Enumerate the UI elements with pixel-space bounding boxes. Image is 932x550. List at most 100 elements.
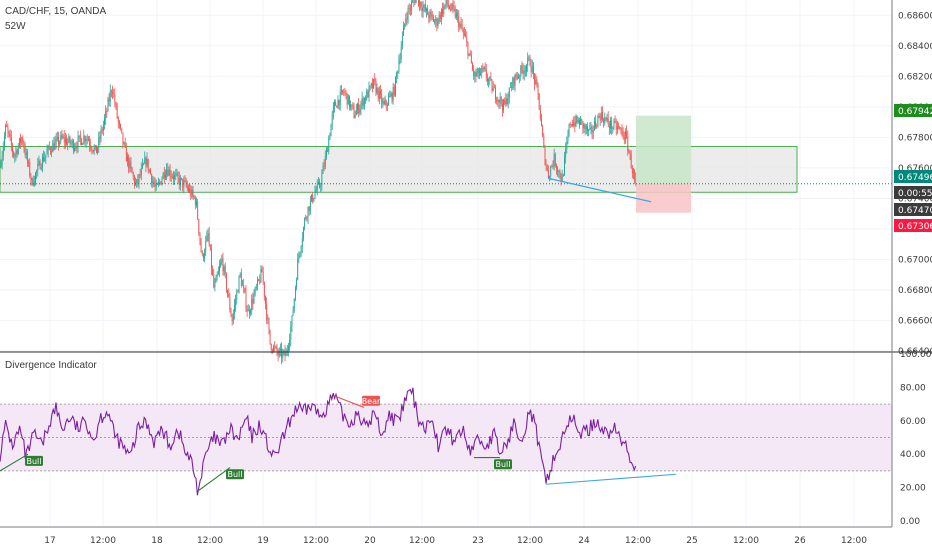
candle-body [419, 1, 421, 6]
candle-body [38, 160, 40, 165]
candle-body [466, 37, 468, 43]
candle-body [457, 13, 458, 16]
candle-body [274, 346, 276, 348]
candle-body [451, 4, 453, 10]
badge-bg [362, 395, 380, 406]
candle-body [30, 175, 32, 181]
candle-body [420, 1, 422, 8]
candle-body [554, 153, 556, 167]
candle-body [553, 153, 555, 166]
time-tick-label: 17 [44, 536, 55, 546]
candle-body [271, 350, 273, 352]
candle-body [75, 146, 77, 149]
candle-body [526, 65, 527, 72]
divergence-line [545, 473, 677, 485]
candle-body [248, 309, 250, 314]
time-tick-label: 23 [472, 536, 483, 546]
candle-body [208, 233, 210, 245]
candle-body [192, 189, 194, 196]
candle-body [197, 201, 199, 220]
candle-body [140, 167, 142, 176]
candle-body [122, 132, 124, 144]
candle-body [15, 150, 17, 155]
candle-body [362, 98, 364, 106]
candle-body [591, 126, 593, 133]
candle-body [359, 108, 361, 114]
candle-body [476, 73, 478, 76]
candle-body [423, 5, 425, 8]
candle-body [69, 136, 71, 144]
candle-body [443, 6, 445, 15]
candle-body [437, 21, 439, 26]
candle-body [503, 100, 504, 110]
candle-body [455, 13, 457, 18]
candle-body [44, 157, 46, 162]
candle-body [459, 23, 461, 28]
candle-body [50, 148, 51, 152]
candle-body [200, 241, 202, 252]
candle-body [424, 5, 426, 12]
candle-body [444, 4, 446, 7]
candle-body [377, 87, 379, 99]
candle-body [576, 116, 578, 123]
symbol-header[interactable]: CAD/CHF, 15, OANDA [5, 6, 107, 17]
candle-body [62, 136, 64, 138]
candle-body [176, 173, 178, 175]
candle-body [407, 8, 409, 20]
candle-body [106, 111, 108, 112]
badge-label: Bear [362, 397, 381, 406]
candle-body [358, 104, 360, 114]
oscillator-tick-label: 100.00 [900, 350, 932, 360]
candle-body [120, 124, 122, 129]
candle-body [465, 34, 467, 38]
candle-body [567, 135, 569, 142]
candle-body [334, 101, 335, 107]
indicator-title[interactable]: Divergence Indicator [5, 360, 97, 371]
candle-body [474, 72, 476, 77]
candle-body [76, 146, 78, 148]
price-tick-label: 0.68600 [898, 11, 932, 21]
candle-body [557, 168, 559, 172]
candle-body [155, 184, 157, 187]
candle-body [629, 152, 631, 155]
candle-body [219, 266, 220, 272]
candle-body [61, 135, 63, 138]
candle-body [606, 117, 608, 120]
candle-body [361, 98, 363, 104]
candle-body [68, 136, 70, 142]
candle-body [52, 143, 54, 153]
price-axis-label: 0.00:55 [894, 186, 932, 199]
candle-body [386, 104, 388, 106]
candle-body [539, 109, 541, 119]
price-series[interactable] [0, 0, 637, 365]
candle-body [329, 136, 331, 139]
candle-body [268, 318, 270, 330]
candle-body [399, 58, 401, 62]
candle-body [400, 47, 402, 59]
candle-body [560, 176, 562, 182]
candle-body [556, 166, 557, 169]
candle-body [29, 162, 31, 176]
candle-body [524, 70, 526, 72]
candle-body [243, 285, 245, 289]
candle-body [441, 8, 442, 19]
candle-body [206, 235, 208, 242]
candle-body [596, 126, 598, 128]
candle-body [324, 156, 326, 167]
candle-body [238, 275, 240, 293]
candle-body [605, 117, 607, 120]
time-tick-label: 26 [794, 536, 806, 546]
price-tick-label: 0.67600 [898, 164, 932, 174]
candle-body [156, 183, 158, 185]
price-divergence-trendline [547, 177, 652, 203]
candle-body [235, 300, 237, 305]
candle-body [201, 251, 203, 255]
candle-body [391, 93, 393, 101]
candle-body [323, 165, 325, 167]
candle-body [475, 72, 477, 76]
candle-body [581, 119, 583, 121]
candle-body [198, 219, 200, 233]
time-tick-label: 25 [686, 536, 697, 546]
candle-body [413, 0, 415, 2]
oscillator-tick-label: 20.00 [900, 484, 926, 494]
